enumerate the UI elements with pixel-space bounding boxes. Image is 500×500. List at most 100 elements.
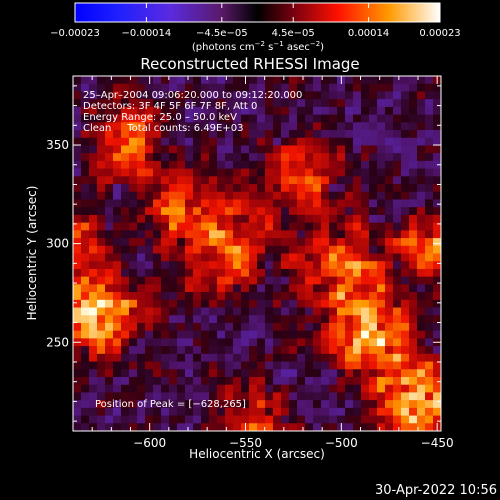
heatmap-cell <box>265 392 274 401</box>
heatmap-cell <box>393 384 402 394</box>
heatmap-cell <box>209 338 218 347</box>
heatmap-cell <box>353 130 362 139</box>
heatmap-cell <box>217 423 226 431</box>
heatmap-cell <box>425 245 434 255</box>
heatmap-cell <box>313 423 322 431</box>
heatmap-cell <box>417 176 426 185</box>
heatmap-cell <box>369 76 378 85</box>
heatmap-cell <box>177 330 186 339</box>
heatmap-cell <box>105 268 114 278</box>
heatmap-cell <box>145 83 154 93</box>
heatmap-cell <box>249 214 258 224</box>
heatmap-cell <box>161 145 170 154</box>
heatmap-cell <box>361 369 370 378</box>
heatmap-cell <box>417 114 426 123</box>
heatmap-cell <box>393 423 402 431</box>
heatmap-cell <box>129 83 138 93</box>
heatmap-cell <box>305 214 314 224</box>
heatmap-cell <box>81 230 90 239</box>
heatmap-cell <box>377 353 386 363</box>
heatmap-cell <box>417 407 426 417</box>
heatmap-cell <box>105 137 114 147</box>
heatmap-cell <box>201 400 210 409</box>
heatmap-cell <box>209 122 218 131</box>
heatmap-cell <box>329 238 338 247</box>
heatmap-cell <box>329 361 338 370</box>
heatmap-cell <box>433 384 441 394</box>
heatmap-cell <box>97 292 106 301</box>
heatmap-cell <box>361 392 370 401</box>
heatmap-cell <box>185 322 194 332</box>
heatmap-cell <box>169 114 178 123</box>
heatmap-cell <box>73 315 82 324</box>
heatmap-cell <box>289 199 298 208</box>
heatmap-cell <box>297 99 306 108</box>
heatmap-cell <box>297 415 306 424</box>
heatmap-cell <box>425 315 434 324</box>
heatmap-cell <box>249 299 258 309</box>
heatmap-cell <box>361 346 370 355</box>
heatmap-cell <box>433 137 441 147</box>
heatmap-cell <box>409 268 418 278</box>
heatmap-cell <box>433 392 441 401</box>
heatmap-cell <box>393 245 402 255</box>
heatmap-cell <box>105 299 114 309</box>
heatmap-cell <box>153 168 162 177</box>
heatmap-cell <box>425 160 434 170</box>
heatmap-cell <box>145 276 154 285</box>
heatmap-cell <box>393 253 402 262</box>
heatmap-cell <box>297 253 306 262</box>
heatmap-cell <box>81 145 90 154</box>
heatmap-cell <box>353 114 362 123</box>
heatmap-cell <box>129 106 138 116</box>
heatmap-cell <box>145 415 154 424</box>
heatmap-cell <box>361 230 370 239</box>
heatmap-cell <box>105 346 114 355</box>
heatmap-cell <box>193 407 202 417</box>
heatmap-cell <box>177 261 186 270</box>
heatmap-cell <box>305 400 314 409</box>
heatmap-cell <box>257 292 266 301</box>
heatmap-cell <box>353 214 362 224</box>
heatmap-cell <box>193 145 202 154</box>
heatmap-cell <box>345 261 354 270</box>
heatmap-cell <box>281 315 290 324</box>
heatmap-cell <box>361 168 370 177</box>
heatmap-cell <box>305 184 314 193</box>
heatmap-cell <box>305 376 314 386</box>
heatmap-cell <box>393 346 402 355</box>
annotation-detectors: Detectors: 3F 4F 5F 6F 7F 8F, Att 0 <box>83 101 257 112</box>
heatmap-cell <box>177 253 186 262</box>
heatmap-cell <box>153 184 162 193</box>
heatmap-cell <box>249 307 258 316</box>
heatmap-cell <box>337 130 346 139</box>
heatmap-cell <box>313 230 322 239</box>
heatmap-cell <box>305 268 314 278</box>
heatmap-cell <box>329 176 338 185</box>
heatmap-cell <box>105 376 114 386</box>
heatmap-cell <box>425 184 434 193</box>
heatmap-cell <box>329 184 338 193</box>
heatmap-cell <box>121 338 130 347</box>
heatmap-cell <box>273 76 282 85</box>
heatmap-cell <box>289 222 298 231</box>
heatmap-cell <box>377 284 386 293</box>
heatmap-cell <box>225 122 234 131</box>
heatmap-cell <box>249 191 258 201</box>
heatmap-cell <box>89 407 98 417</box>
heatmap-cell <box>289 238 298 247</box>
heatmap-cell <box>321 315 330 324</box>
heatmap-cell <box>121 176 130 185</box>
heatmap-cell <box>201 230 210 239</box>
heatmap-cell <box>121 361 130 370</box>
heatmap-cell <box>353 145 362 154</box>
heatmap-cell <box>233 292 242 301</box>
heatmap-cell <box>129 176 138 185</box>
heatmap-cell <box>193 307 202 316</box>
heatmap-cell <box>401 330 410 339</box>
heatmap-cell <box>161 184 170 193</box>
heatmap-cell <box>377 160 386 170</box>
heatmap-cell <box>129 346 138 355</box>
heatmap-cell <box>217 99 226 108</box>
heatmap-cell <box>385 268 394 278</box>
